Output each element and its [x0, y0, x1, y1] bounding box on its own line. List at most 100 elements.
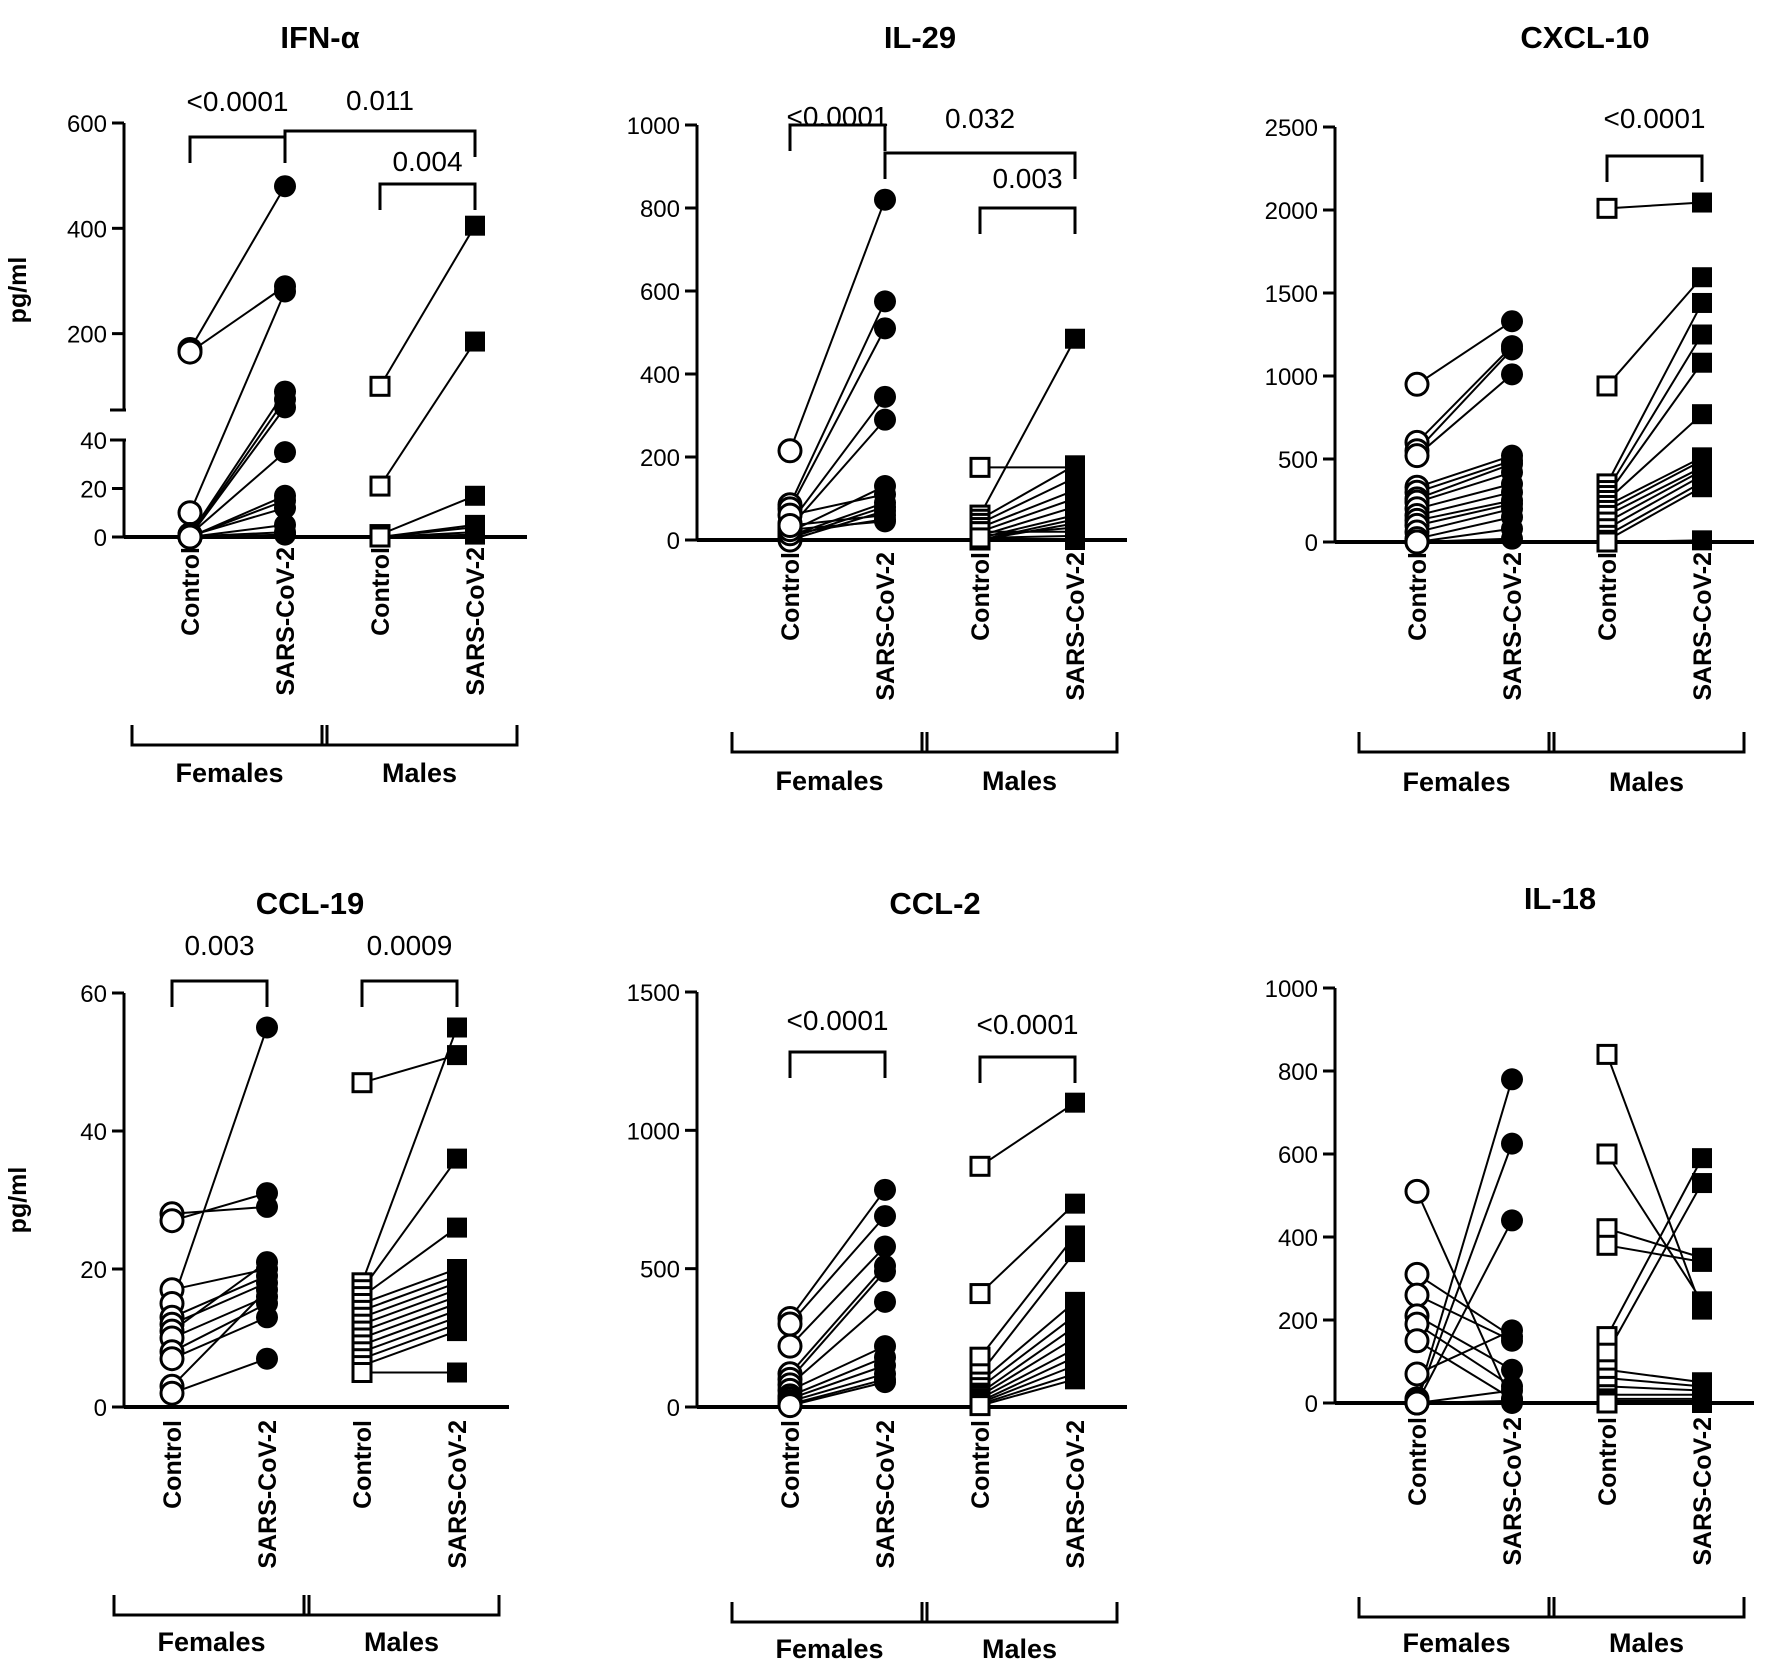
- ifna-female-sars-cov-2-point: [274, 523, 296, 546]
- ccl19-pair-line: [171, 1357, 268, 1395]
- il29-p-value-label: <0.0001: [787, 101, 889, 132]
- ccl2-pair-line: [789, 1378, 886, 1406]
- il18-pair-line: [1606, 1377, 1703, 1388]
- cxcl10-group-bracket: [1357, 732, 1556, 754]
- ccl2-pair-line: [789, 1345, 886, 1392]
- il29-group-label: Females: [775, 766, 883, 796]
- il18-y-tick-label: 600: [1278, 1142, 1318, 1169]
- cxcl10-group-label: Females: [1402, 767, 1510, 797]
- ifna-male-control-point: [369, 375, 391, 397]
- il18-y-tick-label: 200: [1278, 1308, 1318, 1335]
- il29-group-bracket: [920, 732, 1119, 754]
- cxcl10-category-label: Control: [1594, 552, 1622, 641]
- ccl19-category-label: Control: [159, 1420, 187, 1509]
- cxcl10-y-tick-label: 500: [1278, 447, 1318, 474]
- il18-pair-line: [1606, 1054, 1703, 1310]
- ifna-significance-bracket: [188, 135, 287, 163]
- il18-pair-line: [1606, 1368, 1703, 1384]
- ccl2-pair-line: [789, 1215, 886, 1325]
- il18-male-sars-cov-2-point: [1692, 1251, 1712, 1272]
- ccl2-male-control-point: [969, 1155, 991, 1177]
- ccl19-pair-line: [361, 1330, 458, 1367]
- ccl19-p-value-label: 0.003: [184, 930, 254, 961]
- ccl2-y-tick-label: 1000: [627, 1118, 680, 1145]
- il29-pair-line: [789, 300, 886, 506]
- il18-female-control-point: [1404, 1361, 1430, 1387]
- cxcl10-pair-line: [1606, 486, 1703, 542]
- ccl2-female-sars-cov-2-point: [874, 1290, 896, 1313]
- il29-pair-line: [979, 476, 1076, 525]
- ccl19-y-tick-label: 20: [80, 1257, 107, 1284]
- ifna-female-sars-cov-2-point: [274, 280, 296, 303]
- ifna-p-value-label: 0.004: [392, 146, 462, 177]
- ifna-pair-line: [379, 225, 476, 387]
- cxcl10-pair-line: [1606, 276, 1703, 387]
- ccl19-pair-line: [361, 1268, 458, 1305]
- cxcl10-group-label: Males: [1609, 767, 1684, 797]
- cxcl10-pair-line: [1606, 413, 1703, 502]
- ccl2-female-control-point: [777, 1333, 803, 1359]
- ccl2-group-label: Females: [775, 1634, 883, 1660]
- il29-pair-line: [789, 514, 886, 527]
- cxcl10-male-sars-cov-2-point: [1692, 267, 1712, 288]
- cxcl10-male-sars-cov-2-point: [1692, 292, 1712, 313]
- ccl2-pair-line: [979, 1234, 1076, 1358]
- il18-y-tick-label: 0: [1305, 1391, 1318, 1418]
- ccl2-category-label: Control: [777, 1420, 805, 1509]
- cxcl10-pair-line: [1606, 456, 1703, 507]
- il29-female-sars-cov-2-point: [874, 504, 896, 527]
- ccl2-title: CCL-2: [889, 886, 980, 921]
- il29-male-sars-cov-2-point: [1065, 328, 1085, 349]
- il18-pair-line: [1416, 1323, 1513, 1388]
- ifna-male-sars-cov-2-point: [465, 331, 485, 352]
- ccl19-pair-line: [361, 1316, 458, 1353]
- il18-male-control-point: [1596, 1043, 1618, 1065]
- ccl19-pair-line: [171, 1192, 268, 1222]
- ccl19-pair-line: [171, 1205, 268, 1215]
- cxcl10-female-sars-cov-2-point: [1501, 310, 1523, 333]
- ccl2-female-sars-cov-2-point: [874, 1205, 896, 1228]
- il29-pair-line: [979, 464, 1076, 521]
- il18-pair-line: [1416, 1294, 1513, 1342]
- ccl2-pair-line: [979, 1372, 1076, 1406]
- il29-significance-bracket: [883, 151, 1077, 179]
- ccl19-female-sars-cov-2-point: [256, 1251, 278, 1274]
- il18-pair-line: [1416, 1329, 1513, 1375]
- ccl2-male-sars-cov-2-point: [1065, 1242, 1085, 1263]
- ccl2-female-sars-cov-2-point: [874, 1235, 896, 1258]
- il29-female-sars-cov-2-point: [874, 188, 896, 211]
- il18-female-sars-cov-2-point: [1501, 1389, 1523, 1412]
- cxcl10-female-sars-cov-2-point: [1501, 338, 1523, 361]
- il18-pair-line: [1606, 1227, 1703, 1259]
- ccl2-pair-line: [789, 1356, 886, 1397]
- il29-female-sars-cov-2-point: [874, 317, 896, 340]
- ccl19-female-sars-cov-2-point: [256, 1016, 278, 1039]
- ccl19-group-bracket: [302, 1595, 501, 1617]
- il29-category-label: SARS-CoV-2: [872, 552, 900, 701]
- il18-pair-line: [1606, 1153, 1703, 1302]
- cxcl10-category-label: SARS-CoV-2: [1689, 552, 1717, 701]
- cxcl10-pair-line: [1416, 454, 1513, 489]
- ccl19-female-sars-cov-2-point: [256, 1347, 278, 1370]
- il29-y-tick-label: 200: [640, 445, 680, 472]
- il29-pair-line: [789, 505, 886, 539]
- il18-y-tick-label: 1000: [1265, 976, 1318, 1003]
- cxcl10-pair-line: [1606, 201, 1703, 210]
- il18-pair-line: [1416, 1079, 1513, 1400]
- il18-pair-line: [1416, 1143, 1513, 1402]
- ccl19-pair-line: [361, 1226, 458, 1298]
- cxcl10-y-tick-label: 2500: [1265, 115, 1318, 142]
- cxcl10-pair-line: [1416, 537, 1513, 543]
- ccl2-group-bracket: [920, 1602, 1119, 1624]
- il29-category-label: Control: [777, 552, 805, 641]
- ccl19-female-sars-cov-2-point: [256, 1278, 278, 1301]
- cxcl10-male-sars-cov-2-point: [1692, 404, 1712, 425]
- il18-female-control-point: [1404, 1282, 1430, 1308]
- ccl2-female-sars-cov-2-point: [874, 1178, 896, 1201]
- il29-male-sars-cov-2-point: [1065, 525, 1085, 546]
- il18-group-label: Females: [1402, 1628, 1510, 1658]
- cxcl10-female-control-point: [1404, 371, 1430, 397]
- il18-group-label: Males: [1609, 1628, 1684, 1658]
- ifna-female-sars-cov-2-point: [274, 496, 296, 519]
- cxcl10-pair-line: [1416, 463, 1513, 500]
